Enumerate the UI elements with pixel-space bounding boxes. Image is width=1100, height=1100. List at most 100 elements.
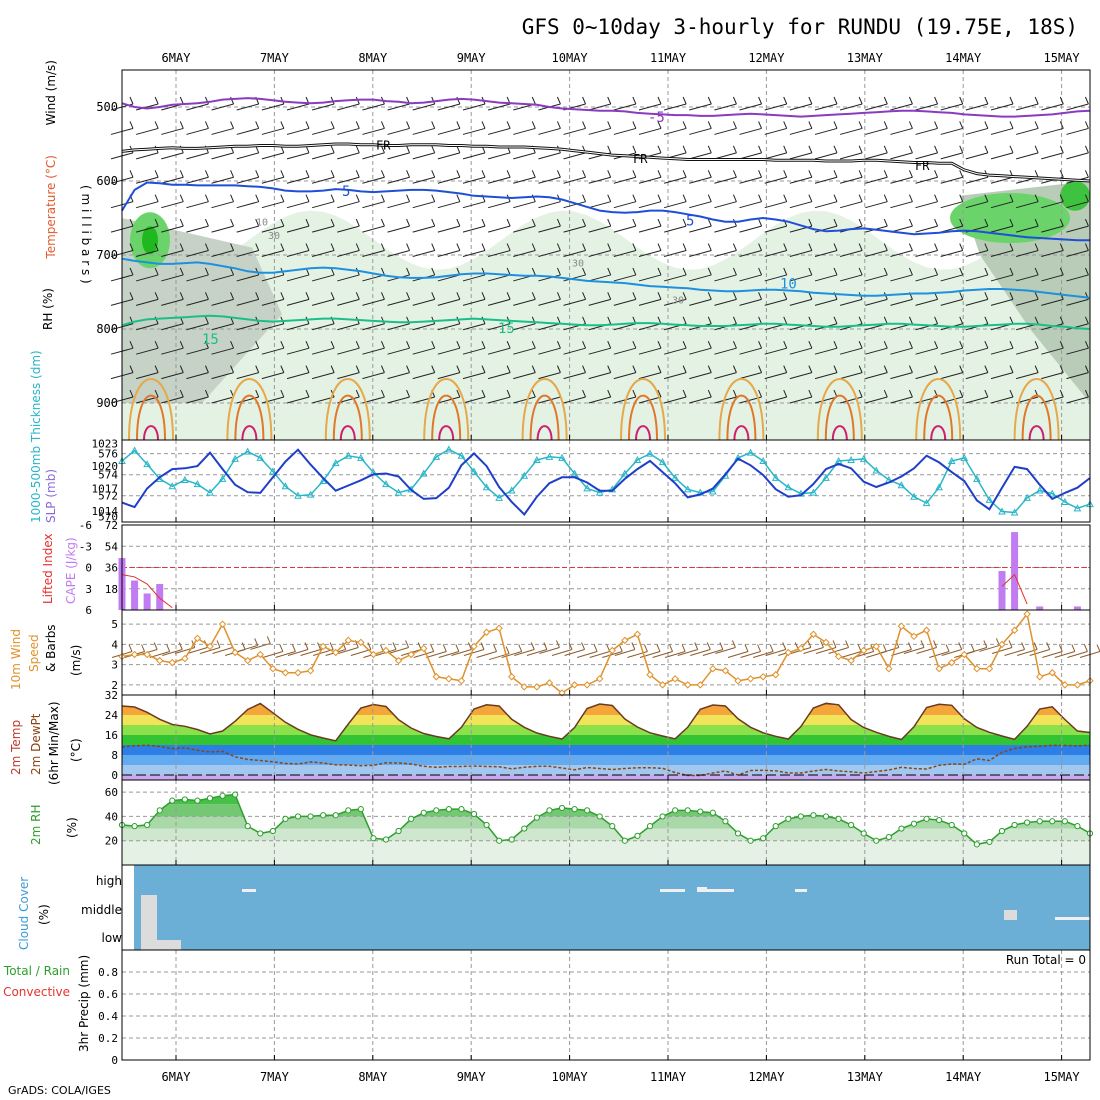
wind-barb — [607, 170, 612, 178]
wind-barb — [758, 96, 763, 105]
wind-barb — [694, 642, 699, 650]
wind-speed-point — [721, 667, 730, 675]
wind-barb — [758, 194, 763, 202]
wind-barb — [286, 176, 310, 184]
wind-barb — [501, 651, 522, 659]
cape-bar — [143, 593, 151, 610]
y-tick-label: 36 — [105, 562, 118, 575]
wind-barb — [657, 96, 662, 105]
wind-barb — [890, 176, 913, 184]
wind-barb — [1041, 225, 1064, 233]
wind-barb — [965, 127, 988, 135]
wind-barb — [883, 218, 888, 227]
wind-barb — [908, 96, 913, 105]
wind-barb — [664, 127, 687, 135]
y-tick-label: 700 — [96, 248, 118, 262]
hot-contour — [438, 425, 455, 441]
wind-barb — [286, 323, 310, 331]
thickness-point — [218, 474, 227, 482]
wind-barb — [814, 396, 838, 404]
wind-barb — [1084, 243, 1089, 251]
wind-barb — [782, 642, 787, 650]
wind-barb — [204, 292, 209, 300]
wind-barb — [153, 642, 158, 650]
contour-label-15: 15 — [498, 321, 515, 337]
wind-barb — [241, 642, 246, 650]
wind-barb — [330, 267, 335, 276]
wind-barb — [556, 243, 561, 251]
wind-barb — [337, 323, 360, 331]
wind-barb — [689, 201, 712, 209]
wind-barb — [488, 225, 511, 233]
wind-speed-point — [709, 664, 717, 673]
wind-barb — [807, 640, 812, 648]
rh-point — [294, 813, 302, 820]
wind-speed-point — [382, 646, 390, 655]
label-rh-unit: (%) — [65, 817, 79, 838]
wind-barb — [1066, 372, 1089, 380]
cloud-block-high — [795, 889, 807, 892]
wind-speed-point — [973, 664, 981, 673]
wind-barb — [230, 194, 235, 202]
rh-point — [345, 807, 352, 814]
wind-barb — [211, 201, 234, 209]
wind-barb — [959, 267, 964, 276]
wind-barb — [908, 194, 913, 202]
wind-speed-point — [357, 638, 365, 647]
rh-point — [206, 795, 214, 802]
wind-speed-point — [508, 673, 516, 681]
wind-barb — [211, 372, 234, 380]
wind-speed-point — [684, 681, 692, 689]
wind-barb — [657, 145, 662, 154]
wind-barb — [908, 170, 913, 178]
wind-barb — [1084, 194, 1089, 202]
wind-barb — [1034, 194, 1039, 202]
wind-barb — [514, 649, 535, 656]
wind-barb — [858, 170, 863, 178]
wind-barb — [764, 127, 787, 135]
wind-barb — [211, 347, 234, 355]
wind-barb — [431, 341, 436, 349]
label-thickness: 1000-500mb Thickness (dm) — [29, 350, 43, 523]
wind-barb — [330, 243, 335, 251]
day-label-top: 8MAY — [358, 51, 388, 65]
wind-barb — [1066, 274, 1089, 282]
wind-barb — [261, 176, 284, 184]
wind-barb — [1059, 145, 1064, 154]
rh-point — [558, 804, 566, 812]
wind-barb — [488, 323, 511, 331]
wind-barb — [1084, 170, 1089, 178]
wind-barb — [1041, 250, 1064, 258]
wind-barb — [129, 96, 134, 105]
wind-barb — [803, 646, 824, 654]
wind-barb — [406, 292, 411, 300]
wind-barb — [582, 121, 587, 129]
wind-barb — [934, 218, 939, 227]
warm-contour — [816, 378, 863, 441]
wind-barb — [488, 274, 511, 282]
wind-barb — [330, 194, 335, 202]
wind-barb — [690, 649, 711, 656]
y-tick-label: 3 — [111, 659, 118, 672]
wind-barb — [312, 274, 335, 282]
wind-barb — [1041, 298, 1064, 306]
wind-barb — [261, 298, 284, 306]
temp-band — [122, 755, 1090, 765]
wind-barb — [814, 274, 838, 282]
wind-speed-point — [130, 650, 139, 659]
wind-barb — [990, 347, 1014, 355]
y-tick-label: 900 — [96, 396, 118, 410]
wind-barb — [890, 298, 913, 306]
wind-barb — [128, 644, 133, 652]
wind-barb — [538, 152, 561, 160]
wind-barb — [431, 218, 436, 227]
wind-barb — [154, 389, 159, 398]
wind-barb — [1034, 121, 1039, 129]
wind-barb — [764, 396, 787, 404]
wind-barb — [266, 636, 271, 644]
wind-barb — [179, 243, 184, 251]
wind-speed-point — [256, 650, 264, 659]
warm-contour — [1013, 378, 1060, 441]
wind-barb — [488, 103, 511, 111]
wind-barb — [883, 145, 888, 154]
